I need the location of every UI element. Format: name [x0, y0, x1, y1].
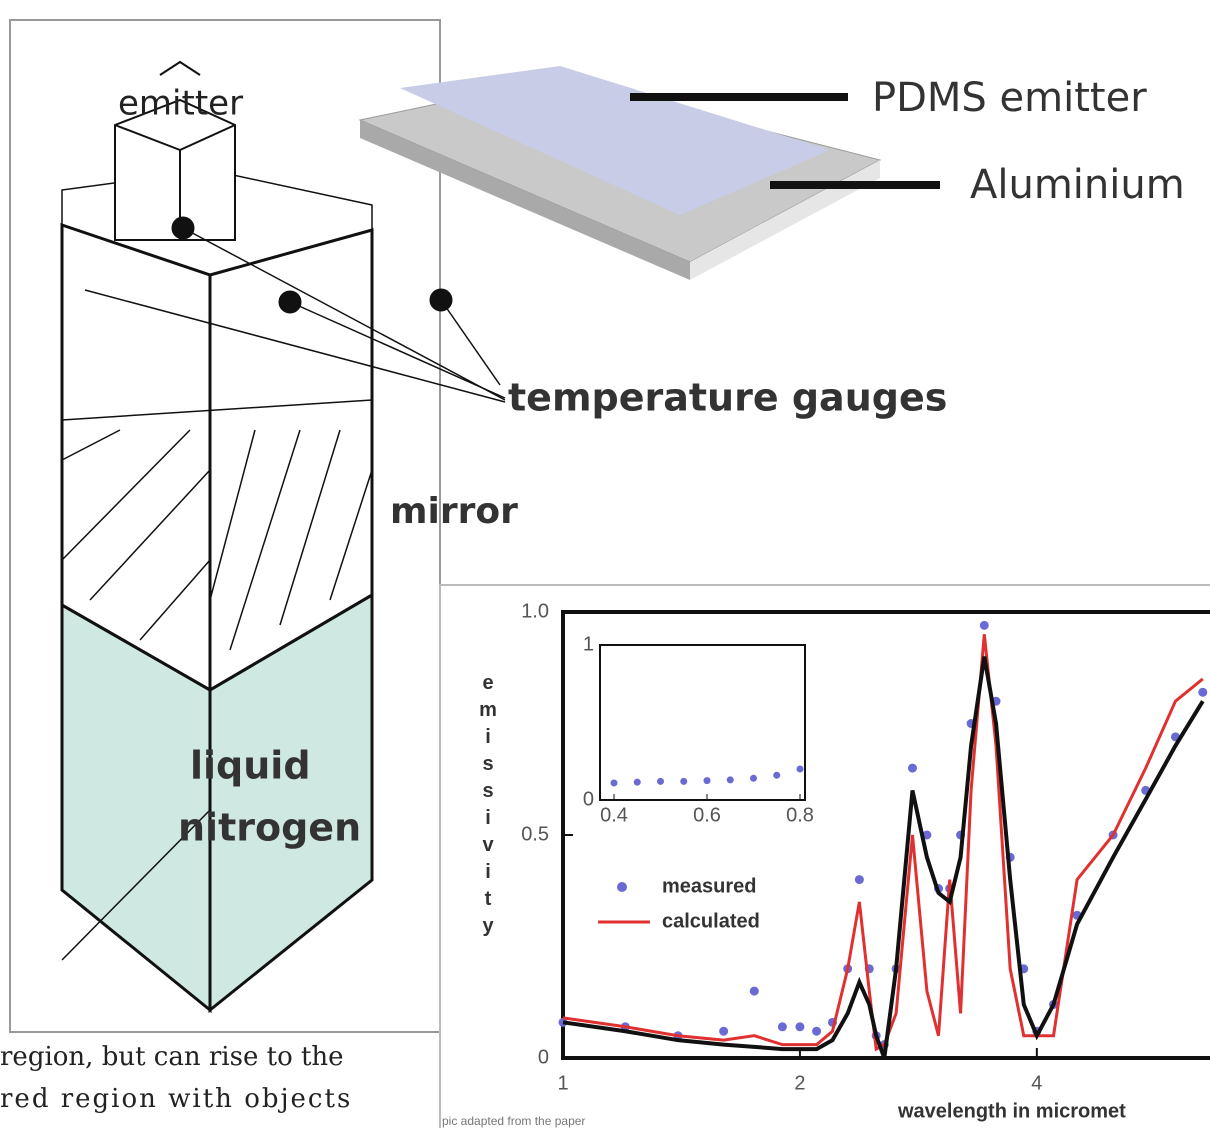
inset-x-tick-label: 0.8	[786, 804, 814, 826]
x-tick-label: 2	[794, 1072, 805, 1094]
measured-point	[812, 1027, 821, 1036]
legend-label: calculated	[662, 910, 760, 932]
measured-point	[1198, 688, 1207, 697]
x-tick-label: 1	[557, 1072, 568, 1094]
inset-y-tick-label: 1	[583, 633, 594, 655]
legend-marker	[617, 882, 627, 892]
measured-point	[855, 875, 864, 884]
inset-point	[704, 777, 711, 784]
y-tick-label: 0.5	[521, 823, 549, 845]
mirror-label: mirror	[390, 491, 518, 532]
gauges-label: temperature gauges	[508, 376, 947, 420]
measured-point	[795, 1022, 804, 1031]
inset-point	[727, 776, 734, 783]
nitrogen-label: nitrogen	[178, 806, 361, 850]
inset-point	[657, 778, 664, 785]
credit: pic adapted from the paper	[442, 1114, 585, 1128]
emitter-label: emitter	[118, 84, 243, 124]
y-axis-label: emissivity	[477, 672, 499, 942]
x-axis-label: wavelength in micromet	[897, 1100, 1126, 1122]
x-tick-label: 4	[1031, 1072, 1042, 1094]
measured-point	[980, 621, 989, 630]
measured-point	[908, 764, 917, 773]
inset-point	[773, 772, 780, 779]
y-tick-label: 0	[538, 1046, 549, 1068]
pdms-label: PDMS emitter	[872, 75, 1147, 121]
measured-point	[778, 1022, 787, 1031]
inset-point	[750, 775, 757, 782]
inset-y-tick-label: 0	[583, 788, 594, 810]
page: emitter PDMS emitter Aluminium temperatu…	[0, 0, 1210, 1128]
measured-point	[750, 987, 759, 996]
y-tick-label: 1.0	[521, 600, 549, 622]
body-text: region, but can rise to the	[0, 1042, 344, 1072]
inset-point	[611, 779, 618, 786]
body-text: red region with objects	[0, 1084, 352, 1114]
inset-x-tick-label: 0.4	[600, 804, 628, 826]
inset-x-tick-label: 0.6	[693, 804, 721, 826]
measured-point	[719, 1027, 728, 1036]
inset-point	[680, 778, 687, 785]
inset-point	[634, 779, 641, 786]
legend-label: measured	[662, 875, 757, 897]
inset-point	[797, 766, 804, 773]
liquid-label: liquid	[190, 744, 311, 788]
aluminium-label: Aluminium	[970, 162, 1185, 208]
